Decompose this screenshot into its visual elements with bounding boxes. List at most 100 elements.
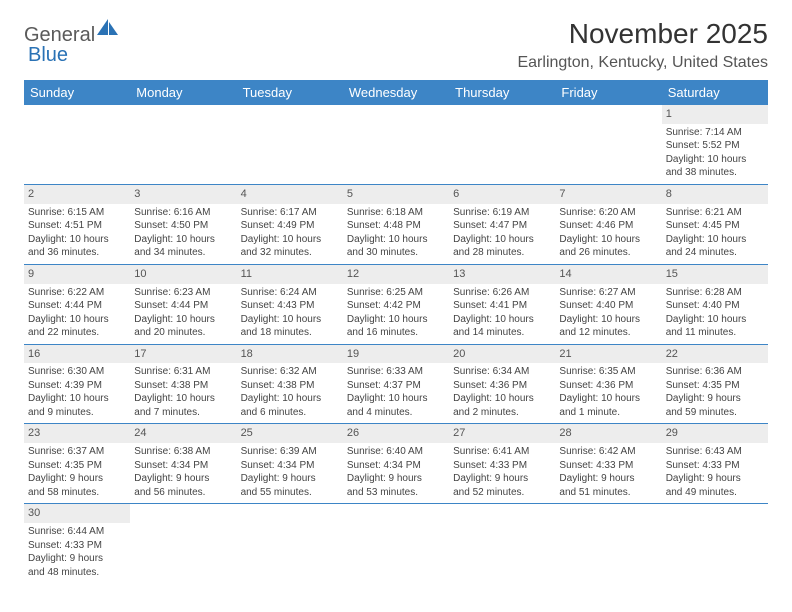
empty-cell	[237, 105, 343, 184]
daylight-text-1: Daylight: 10 hours	[347, 392, 445, 406]
location-label: Earlington, Kentucky, United States	[517, 54, 768, 72]
day-number: 16	[24, 345, 130, 364]
daylight-text-2: and 56 minutes.	[134, 486, 232, 500]
day-number: 19	[343, 345, 449, 364]
day-cell: 19Sunrise: 6:33 AMSunset: 4:37 PMDayligh…	[343, 344, 449, 424]
sunset-text: Sunset: 4:41 PM	[453, 299, 551, 313]
daylight-text-2: and 34 minutes.	[134, 246, 232, 260]
sunset-text: Sunset: 4:38 PM	[241, 379, 339, 393]
weekday-thu: Thursday	[449, 80, 555, 105]
empty-cell	[555, 105, 661, 184]
sunset-text: Sunset: 4:40 PM	[559, 299, 657, 313]
empty-cell	[237, 504, 343, 583]
daylight-text-1: Daylight: 10 hours	[666, 313, 764, 327]
daylight-text-1: Daylight: 10 hours	[666, 153, 764, 167]
daylight-text-2: and 26 minutes.	[559, 246, 657, 260]
sunrise-text: Sunrise: 6:23 AM	[134, 286, 232, 300]
day-number: 7	[555, 185, 661, 204]
day-cell: 16Sunrise: 6:30 AMSunset: 4:39 PMDayligh…	[24, 344, 130, 424]
daylight-text-1: Daylight: 9 hours	[28, 472, 126, 486]
logo-text-blue-wrapper: Blue	[27, 44, 68, 67]
sunrise-text: Sunrise: 6:36 AM	[666, 365, 764, 379]
day-cell: 15Sunrise: 6:28 AMSunset: 4:40 PMDayligh…	[662, 264, 768, 344]
daylight-text-1: Daylight: 10 hours	[559, 313, 657, 327]
daylight-text-2: and 58 minutes.	[28, 486, 126, 500]
daylight-text-2: and 48 minutes.	[28, 566, 126, 580]
day-cell: 8Sunrise: 6:21 AMSunset: 4:45 PMDaylight…	[662, 184, 768, 264]
sunrise-text: Sunrise: 6:41 AM	[453, 445, 551, 459]
daylight-text-1: Daylight: 10 hours	[28, 313, 126, 327]
day-number: 21	[555, 345, 661, 364]
day-number: 26	[343, 424, 449, 443]
sunset-text: Sunset: 4:33 PM	[453, 459, 551, 473]
sunset-text: Sunset: 4:36 PM	[559, 379, 657, 393]
day-number: 6	[449, 185, 555, 204]
sunset-text: Sunset: 4:33 PM	[666, 459, 764, 473]
sunrise-text: Sunrise: 6:26 AM	[453, 286, 551, 300]
day-cell: 18Sunrise: 6:32 AMSunset: 4:38 PMDayligh…	[237, 344, 343, 424]
weekday-fri: Friday	[555, 80, 661, 105]
daylight-text-2: and 6 minutes.	[241, 406, 339, 420]
day-cell: 3Sunrise: 6:16 AMSunset: 4:50 PMDaylight…	[130, 184, 236, 264]
sunrise-text: Sunrise: 6:19 AM	[453, 206, 551, 220]
sunset-text: Sunset: 4:40 PM	[666, 299, 764, 313]
daylight-text-2: and 36 minutes.	[28, 246, 126, 260]
daylight-text-1: Daylight: 9 hours	[666, 392, 764, 406]
daylight-text-1: Daylight: 10 hours	[28, 392, 126, 406]
day-cell: 29Sunrise: 6:43 AMSunset: 4:33 PMDayligh…	[662, 424, 768, 504]
day-cell: 12Sunrise: 6:25 AMSunset: 4:42 PMDayligh…	[343, 264, 449, 344]
daylight-text-2: and 14 minutes.	[453, 326, 551, 340]
week-1: 1 Sunrise: 7:14 AM Sunset: 5:52 PM Dayli…	[24, 105, 768, 184]
day-cell: 2Sunrise: 6:15 AMSunset: 4:51 PMDaylight…	[24, 184, 130, 264]
daylight-text-1: Daylight: 9 hours	[241, 472, 339, 486]
day-cell: 13Sunrise: 6:26 AMSunset: 4:41 PMDayligh…	[449, 264, 555, 344]
sunset-text: Sunset: 4:42 PM	[347, 299, 445, 313]
day-cell: 5Sunrise: 6:18 AMSunset: 4:48 PMDaylight…	[343, 184, 449, 264]
daylight-text-2: and 22 minutes.	[28, 326, 126, 340]
daylight-text-1: Daylight: 10 hours	[453, 392, 551, 406]
daylight-text-2: and 59 minutes.	[666, 406, 764, 420]
week-5: 23Sunrise: 6:37 AMSunset: 4:35 PMDayligh…	[24, 424, 768, 504]
day-number: 29	[662, 424, 768, 443]
day-number: 20	[449, 345, 555, 364]
empty-cell	[555, 504, 661, 583]
sunset-text: Sunset: 4:38 PM	[134, 379, 232, 393]
daylight-text-1: Daylight: 10 hours	[134, 313, 232, 327]
day-number: 12	[343, 265, 449, 284]
sunrise-text: Sunrise: 6:15 AM	[28, 206, 126, 220]
day-number: 23	[24, 424, 130, 443]
daylight-text-1: Daylight: 10 hours	[241, 233, 339, 247]
daylight-text-2: and 16 minutes.	[347, 326, 445, 340]
daylight-text-1: Daylight: 10 hours	[134, 233, 232, 247]
daylight-text-1: Daylight: 10 hours	[347, 313, 445, 327]
daylight-text-1: Daylight: 10 hours	[559, 392, 657, 406]
sunrise-text: Sunrise: 6:24 AM	[241, 286, 339, 300]
daylight-text-1: Daylight: 9 hours	[559, 472, 657, 486]
empty-cell	[343, 504, 449, 583]
sunset-text: Sunset: 4:44 PM	[28, 299, 126, 313]
day-cell: 23Sunrise: 6:37 AMSunset: 4:35 PMDayligh…	[24, 424, 130, 504]
day-number: 13	[449, 265, 555, 284]
day-number: 1	[662, 105, 768, 124]
daylight-text-2: and 12 minutes.	[559, 326, 657, 340]
sunset-text: Sunset: 4:45 PM	[666, 219, 764, 233]
day-number: 10	[130, 265, 236, 284]
empty-cell	[343, 105, 449, 184]
day-number: 25	[237, 424, 343, 443]
sunset-text: Sunset: 4:50 PM	[134, 219, 232, 233]
daylight-text-1: Daylight: 9 hours	[134, 472, 232, 486]
sunrise-text: Sunrise: 6:16 AM	[134, 206, 232, 220]
sunset-text: Sunset: 4:49 PM	[241, 219, 339, 233]
sunrise-text: Sunrise: 6:21 AM	[666, 206, 764, 220]
day-cell: 28Sunrise: 6:42 AMSunset: 4:33 PMDayligh…	[555, 424, 661, 504]
sunrise-text: Sunrise: 6:35 AM	[559, 365, 657, 379]
daylight-text-2: and 18 minutes.	[241, 326, 339, 340]
sail-icon	[97, 19, 119, 42]
day-cell: 25Sunrise: 6:39 AMSunset: 4:34 PMDayligh…	[237, 424, 343, 504]
daylight-text-2: and 28 minutes.	[453, 246, 551, 260]
sunrise-text: Sunrise: 6:27 AM	[559, 286, 657, 300]
daylight-text-2: and 30 minutes.	[347, 246, 445, 260]
empty-cell	[130, 105, 236, 184]
daylight-text-2: and 20 minutes.	[134, 326, 232, 340]
day-number: 8	[662, 185, 768, 204]
